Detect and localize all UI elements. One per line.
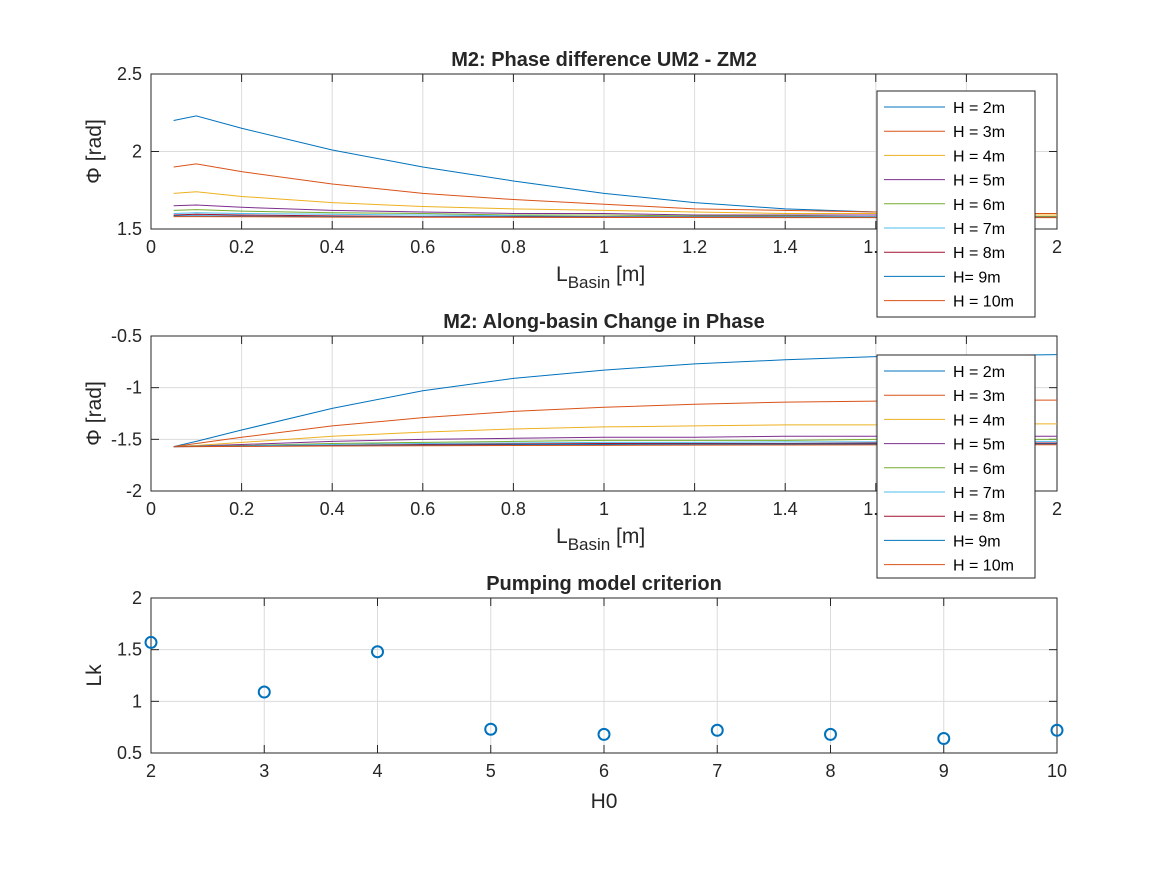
legend-entry-3: H = 4m: [953, 412, 1005, 429]
legend-entry-2: H = 3m: [953, 388, 1005, 405]
chart-3: 2 3 4 5 6 7 8 9 10 0.5 1 1.5 2 Pumping model criterio…: [83, 573, 1067, 813]
x-axis-label: H0: [591, 790, 618, 813]
x-tick-label: 1.4: [773, 237, 798, 257]
chart-1: 00.20.40.60.811.21.41.61.821.522.5M2: Ph…: [83, 49, 1062, 318]
y-tick-label: -0.5: [111, 326, 142, 346]
scatter-point-7: [824, 727, 837, 741]
y-tick-label: -2: [126, 481, 142, 501]
scatter-point-4: [484, 722, 498, 736]
x-axis-label-main: L: [556, 525, 568, 548]
x-tick-label: 10: [1047, 761, 1067, 781]
scatter-point-3: [371, 645, 384, 659]
y-tick-label: 1.5: [117, 640, 142, 660]
y-axis-label: Φ [rad]: [83, 381, 106, 446]
legend-entry-6: H = 7m: [953, 485, 1005, 502]
x-tick-label: 8: [825, 761, 835, 781]
legend-entry-7: H = 8m: [953, 245, 1005, 262]
y-axis-label: Lk: [83, 664, 106, 687]
scatter-point-5: [597, 727, 611, 741]
scatter-point-6: [710, 723, 724, 737]
y-tick-label: -1.5: [111, 429, 142, 449]
x-tick-label: 0.2: [229, 499, 254, 519]
legend-entry-6: H = 7m: [953, 221, 1005, 238]
plot-border: [150, 597, 1058, 754]
x-tick-label: 6: [599, 761, 609, 781]
chart-2: 00.20.40.60.811.21.41.61.82-2-1.5-1-0.5M…: [83, 311, 1062, 579]
x-axis-label-main: L: [556, 263, 568, 286]
x-tick-label: 4: [372, 761, 382, 781]
legend: H = 2m H = 3m H = 4m H = 5m H = 6m H = 7m H = …: [876, 90, 1036, 318]
legend-entry-8: H= 9m: [953, 533, 1001, 550]
x-tick-label: 3: [259, 761, 269, 781]
x-tick-label: 0: [146, 237, 156, 257]
y-tick-label: 1.5: [117, 219, 142, 239]
x-tick-label: 0.2: [229, 237, 254, 257]
plot-border: [150, 335, 1058, 492]
legend-entry-1: H = 2m: [953, 364, 1005, 381]
legend-entry-5: H = 6m: [953, 461, 1005, 478]
legend-entry-9: H = 10m: [953, 558, 1014, 575]
x-tick-label: 0.8: [501, 499, 526, 519]
y-axis-label: Φ [rad]: [83, 119, 106, 184]
x-axis-label-sub: Basin: [568, 273, 611, 292]
x-axis-label: LBasin [m]: [556, 263, 645, 292]
y-tick-label: 2: [132, 142, 142, 162]
x-tick-label: 0.4: [320, 499, 345, 519]
x-tick-label: 0.6: [410, 237, 435, 257]
legend-entry-5: H = 6m: [953, 197, 1005, 214]
x-tick-label: 2: [1052, 499, 1062, 519]
legend-entry-3: H = 4m: [953, 148, 1005, 165]
x-axis-label-sub: Basin: [568, 535, 611, 554]
x-tick-label: 0.8: [501, 237, 526, 257]
y-tick-label: -1: [126, 378, 142, 398]
y-tick-label: 1: [132, 691, 142, 711]
scatter-point-9: [1050, 723, 1064, 737]
x-tick-label: 1.2: [682, 237, 707, 257]
x-tick-label: 2: [1052, 237, 1062, 257]
legend-entry-2: H = 3m: [953, 124, 1005, 141]
x-axis-label-unit: [m]: [610, 263, 645, 286]
chart-title: M2: Phase difference UM2 - ZM2: [451, 49, 757, 71]
scatter-point-2: [257, 685, 271, 699]
x-tick-label: 1: [599, 499, 609, 519]
plot-border: [150, 73, 1058, 230]
x-tick-label: 9: [939, 761, 949, 781]
legend-entry-7: H = 8m: [953, 509, 1005, 526]
y-tick-label: 0.5: [117, 743, 142, 763]
scatter-point-1: [144, 635, 158, 649]
x-tick-label: 7: [712, 761, 722, 781]
x-tick-label: 0: [146, 499, 156, 519]
chart-title: Pumping model criterion: [486, 573, 722, 595]
legend-entry-4: H = 5m: [953, 173, 1005, 190]
legend-entry-4: H = 5m: [953, 437, 1005, 454]
x-axis-label: LBasin [m]: [556, 525, 645, 554]
legend: H = 2m H = 3m H = 4m H = 5m H = 6m H = 7m H = …: [876, 354, 1036, 579]
y-tick-label: 2: [132, 588, 142, 608]
legend-entry-1: H = 2m: [953, 100, 1005, 117]
legend-entry-9: H = 10m: [953, 294, 1014, 311]
x-tick-label: 2: [146, 761, 156, 781]
x-tick-label: 1.2: [682, 499, 707, 519]
chart-title: M2: Along-basin Change in Phase: [443, 311, 765, 333]
legend-entry-8: H= 9m: [953, 269, 1001, 286]
scatter-point-8: [937, 732, 951, 746]
x-tick-label: 1.4: [773, 499, 798, 519]
x-tick-label: 5: [486, 761, 496, 781]
x-tick-label: 1: [599, 237, 609, 257]
y-tick-label: 2.5: [117, 64, 142, 84]
x-tick-label: 0.4: [320, 237, 345, 257]
x-tick-label: 0.6: [410, 499, 435, 519]
x-axis-label-unit: [m]: [610, 525, 645, 548]
